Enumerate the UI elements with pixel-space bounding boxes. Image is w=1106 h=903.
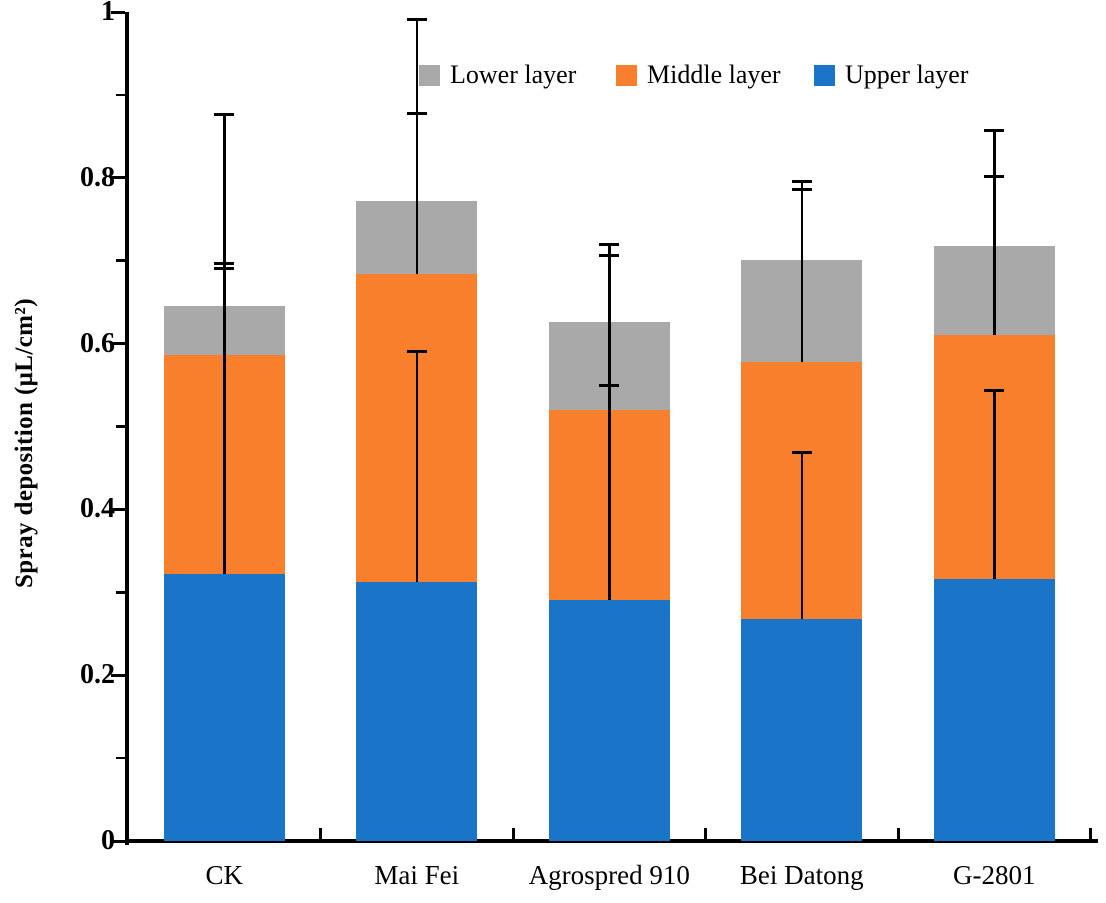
bar-segment-upper-layer xyxy=(741,618,863,841)
y-major-tick xyxy=(111,342,125,346)
x-category-label: CK xyxy=(205,860,243,890)
x-tick xyxy=(511,828,515,839)
error-bar-cap xyxy=(791,179,812,183)
y-tick-label: 0.2 xyxy=(80,659,115,691)
y-tick-label: 0.4 xyxy=(80,493,115,525)
error-bar-line xyxy=(223,268,226,356)
error-bar-line xyxy=(993,390,996,580)
y-tick-label: 0.6 xyxy=(80,327,115,359)
x-category-label: Bei Datong xyxy=(739,860,864,890)
error-bar-cap xyxy=(406,17,427,21)
y-axis-line xyxy=(125,12,129,845)
error-bar-cap xyxy=(214,113,235,117)
x-tick xyxy=(1089,828,1092,839)
y-major-tick xyxy=(111,839,125,843)
y-major-tick xyxy=(111,507,125,511)
error-bar-line xyxy=(993,130,996,246)
bar-segment-upper-layer xyxy=(933,579,1055,841)
x-category-label: G-2801 xyxy=(953,860,1036,890)
error-bar-cap xyxy=(984,129,1005,133)
y-minor-tick xyxy=(116,591,125,594)
y-tick-label: 0.8 xyxy=(80,161,115,193)
y-major-tick xyxy=(111,10,125,14)
error-bar-line xyxy=(415,351,418,582)
x-axis-line xyxy=(125,839,1098,843)
error-bar-cap xyxy=(406,350,427,354)
error-bar-line xyxy=(608,244,611,323)
y-tick-label: 1 xyxy=(101,0,115,27)
bar-segment-upper-layer xyxy=(356,581,478,841)
y-minor-tick xyxy=(116,756,125,760)
error-bar-line xyxy=(415,19,418,201)
y-minor-tick xyxy=(116,93,125,97)
error-bar-line xyxy=(223,114,226,307)
y-major-tick xyxy=(111,176,125,180)
x-category-label: Mai Fei xyxy=(374,860,460,890)
y-major-tick xyxy=(111,673,125,677)
error-bar-line xyxy=(608,385,611,600)
bar-segment-upper-layer xyxy=(163,574,285,841)
x-tick xyxy=(896,828,900,839)
error-bar-line xyxy=(608,255,611,410)
y-minor-tick xyxy=(116,425,125,428)
bar-segment-upper-layer xyxy=(548,599,670,841)
error-bar-cap xyxy=(984,388,1005,392)
error-bar-line xyxy=(223,263,226,575)
x-tick xyxy=(319,828,322,839)
y-minor-tick xyxy=(116,259,125,262)
error-bar-line xyxy=(993,176,996,336)
error-bar-cap xyxy=(599,243,620,247)
error-bar-line xyxy=(800,452,803,619)
x-category-label: Agrospred 910 xyxy=(528,860,690,890)
x-tick xyxy=(704,828,707,839)
error-bar-line xyxy=(800,181,803,260)
y-tick-label: 0 xyxy=(101,825,115,856)
error-bar-cap xyxy=(791,450,812,454)
error-bar-line xyxy=(800,189,803,362)
